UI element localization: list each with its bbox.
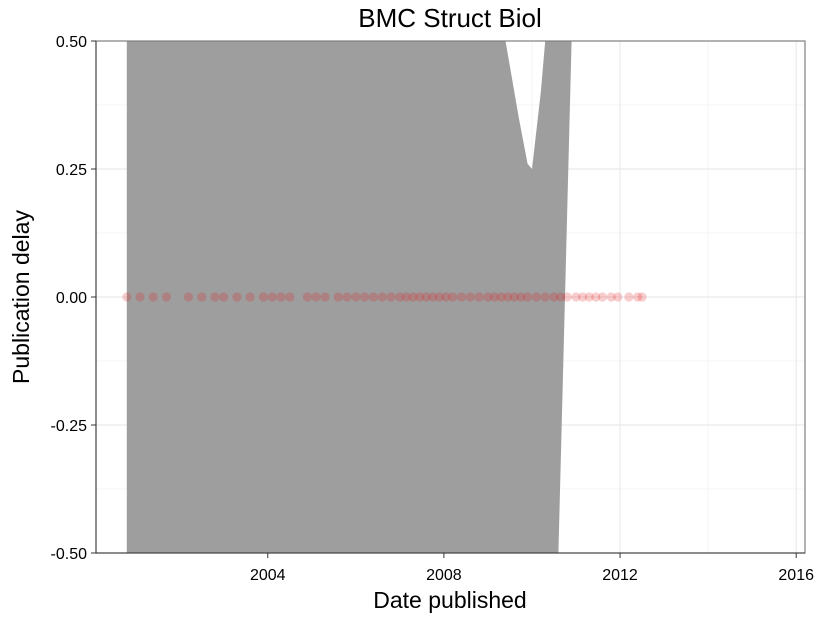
data-point — [377, 292, 387, 302]
plot-panel — [95, 40, 806, 554]
data-point — [503, 292, 513, 302]
data-point — [489, 292, 500, 302]
data-point — [456, 292, 467, 302]
y-tick-label: -0.50 — [51, 546, 88, 563]
data-point — [401, 292, 412, 302]
data-point — [386, 292, 396, 302]
data-point — [219, 292, 229, 302]
data-point — [360, 292, 370, 302]
x-axis-title: Date published — [373, 587, 526, 613]
data-point — [441, 292, 451, 302]
data-point — [606, 292, 616, 302]
data-point — [522, 292, 533, 302]
data-point — [591, 292, 601, 302]
data-point — [320, 292, 330, 302]
data-point — [578, 292, 588, 302]
data-point — [562, 292, 572, 302]
data-point — [597, 292, 608, 302]
data-point — [474, 292, 484, 302]
data-point — [148, 292, 158, 302]
data-point — [448, 292, 458, 302]
data-point — [311, 292, 321, 302]
data-point — [415, 292, 425, 302]
data-point — [395, 292, 405, 302]
data-point — [267, 292, 277, 302]
y-tick-label: 0.25 — [56, 162, 87, 179]
x-tick-label: 2012 — [602, 567, 638, 584]
data-point — [584, 292, 594, 302]
data-point — [351, 292, 361, 302]
data-point — [258, 292, 268, 302]
data-point — [342, 292, 352, 302]
data-point — [421, 292, 431, 302]
y-axis-title: Publication delay — [8, 210, 34, 384]
data-point — [428, 292, 438, 302]
data-point — [555, 292, 566, 302]
data-point — [161, 292, 172, 302]
data-point — [624, 292, 634, 302]
x-tick-label: 2004 — [250, 567, 286, 584]
data-point — [197, 292, 207, 302]
x-tick-label: 2016 — [778, 567, 814, 584]
data-point — [531, 292, 541, 302]
data-point — [483, 292, 493, 302]
data-point — [135, 292, 145, 302]
data-point — [571, 292, 581, 302]
data-point — [183, 292, 194, 302]
data-point — [509, 292, 519, 302]
data-point — [613, 292, 623, 302]
data-point — [210, 292, 220, 302]
data-point — [368, 292, 379, 302]
data-point — [285, 292, 295, 302]
data-point — [333, 292, 343, 302]
data-point — [245, 292, 255, 302]
data-point — [540, 292, 550, 302]
data-point — [232, 292, 242, 302]
y-tick-label: 0.50 — [56, 34, 87, 51]
data-point — [465, 292, 475, 302]
data-point — [122, 292, 132, 302]
data-point — [633, 292, 643, 302]
data-point — [549, 292, 559, 302]
data-point — [434, 292, 445, 302]
data-point — [302, 292, 312, 302]
chart-title: BMC Struct Biol — [358, 3, 542, 33]
data-point — [637, 292, 647, 302]
y-axis: -0.50 -0.25 0.00 0.25 0.50 — [51, 34, 97, 563]
data-point — [408, 292, 418, 302]
smooth-band — [126, 41, 585, 553]
points — [122, 292, 647, 302]
x-axis: 2004 2008 2012 2016 — [96, 552, 814, 584]
y-tick-label: 0.00 — [56, 290, 87, 307]
y-tick-label: -0.25 — [51, 418, 88, 435]
data-point — [496, 292, 506, 302]
data-point — [276, 292, 286, 302]
data-point — [516, 292, 526, 302]
x-tick-label: 2008 — [426, 567, 462, 584]
